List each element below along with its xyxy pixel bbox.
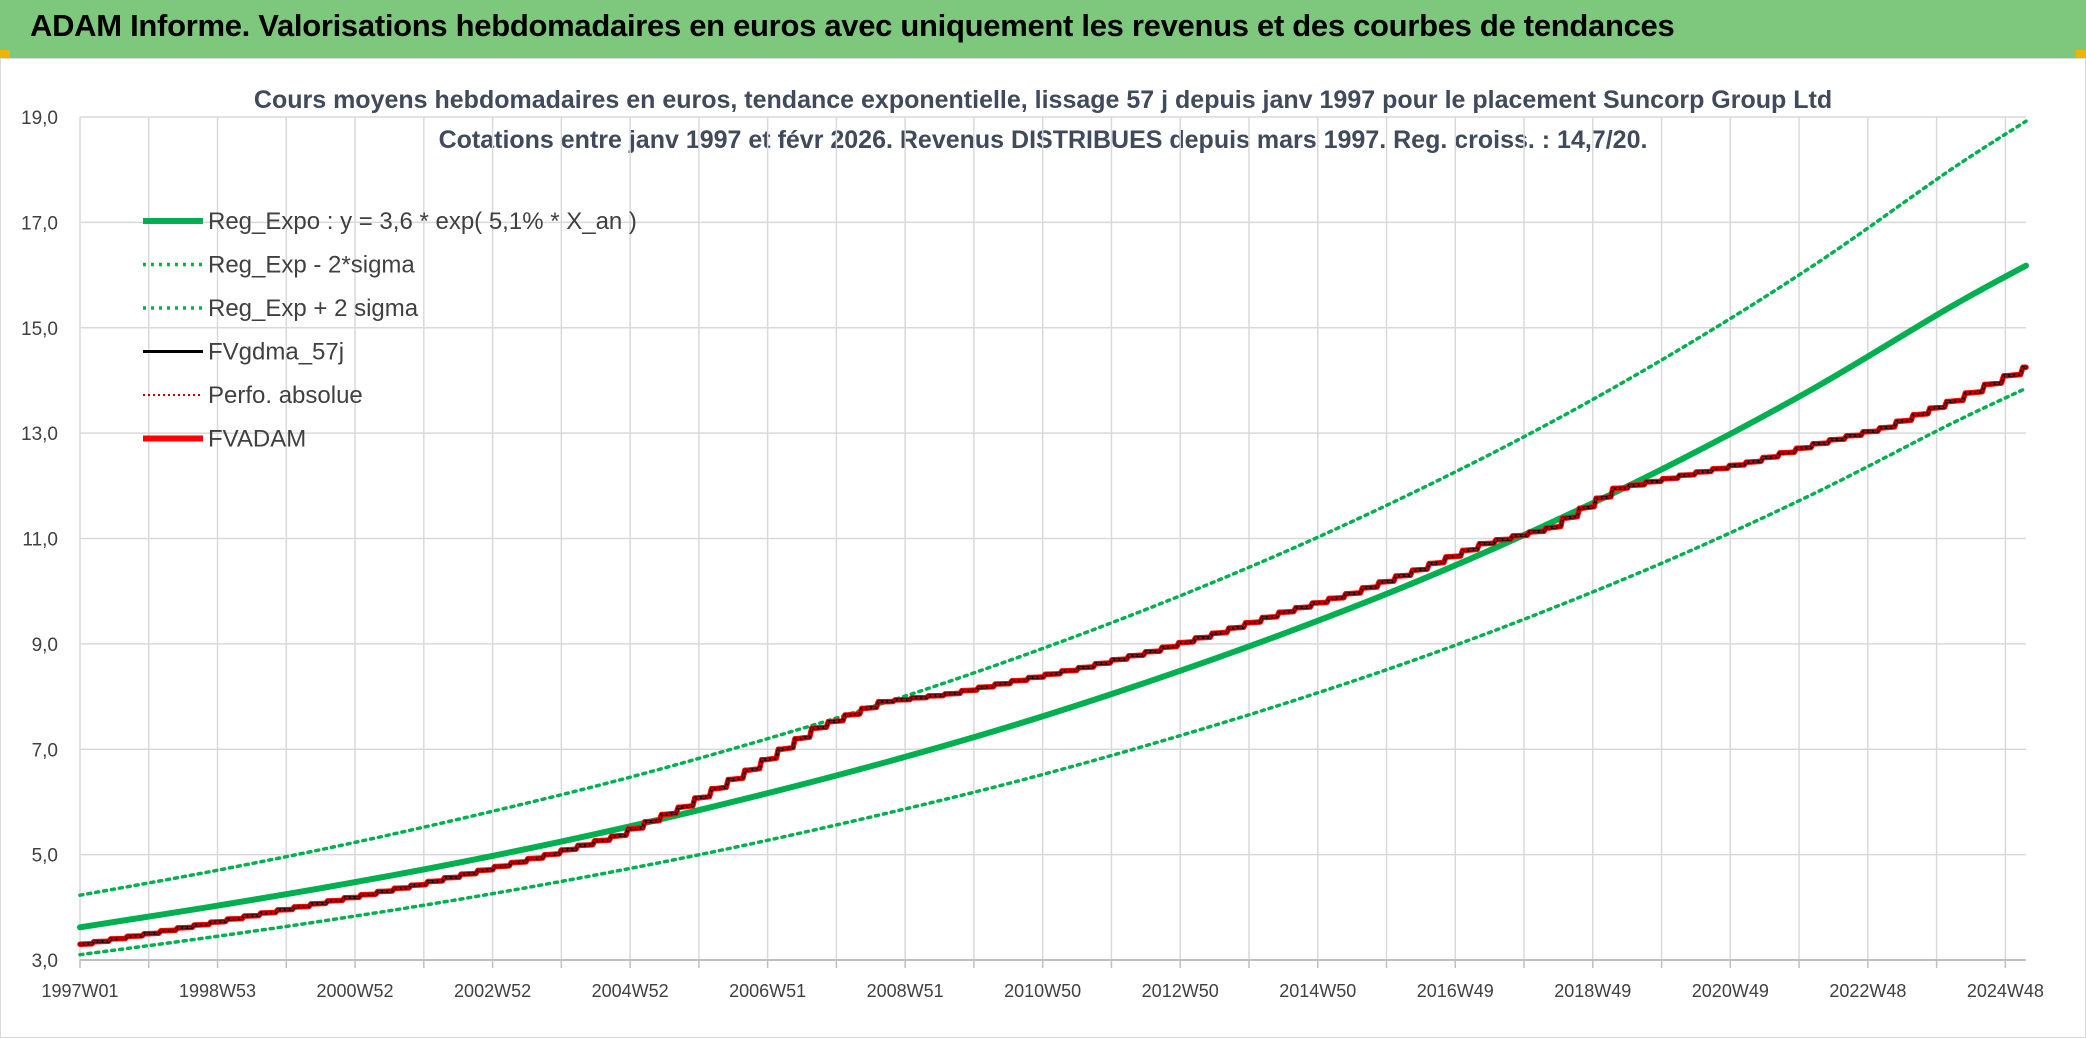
reg-plus-2sigma-line [78,119,2028,897]
y-tick-label: 11,0 [22,530,58,551]
fvgdma-line [78,365,2028,946]
legend-label: Perfo. absolue [208,382,363,409]
x-tick-label: 2016W49 [1417,981,1494,1001]
y-tick-label: 5,0 [32,846,58,867]
x-tick-label: 1997W01 [41,981,118,1001]
chart-title: Cours moyens hebdomadaires en euros, ten… [253,86,1833,114]
x-tick-label: 2022W48 [1829,981,1906,1001]
fvadam-line [77,364,2029,947]
chart-legend: Reg_Expo : y = 3,6 * exp( 5,1% * X_an ) R… [143,208,637,453]
corner-marker-left [0,50,10,58]
x-tick-label: 2004W52 [592,981,669,1001]
x-tick-label: 1998W53 [179,981,256,1001]
corner-marker-right [2076,50,2086,58]
y-tick-label: 7,0 [32,740,58,761]
x-tick-label: 2014W50 [1279,981,1356,1001]
perfo-absolue-line [79,366,2027,946]
x-axis-ticks: 1997W01 1998W53 2000W52 2002W52 2004W52 2006W… [41,981,2043,1001]
y-tick-label: 17,0 [21,213,58,234]
chart-series [77,119,2029,957]
x-tick-label: 2000W52 [317,981,394,1001]
x-tick-label: 2010W50 [1004,981,1081,1001]
y-tick-label: 15,0 [21,319,58,340]
legend-label: Reg_Exp - 2*sigma [208,252,415,279]
legend-label: Reg_Expo : y = 3,6 * exp( 5,1% * X_an ) [208,208,637,235]
x-tick-label: 2008W51 [867,981,944,1001]
y-tick-label: 13,0 [21,424,58,445]
x-tick-label: 2012W50 [1142,981,1219,1001]
chart-grid [79,116,2026,968]
y-axis-ticks: 3,0 5,0 7,0 9,0 11,0 13,0 15,0 17,0 19,0 [21,108,58,972]
report-title: ADAM Informe. Valorisations hebdomadaire… [30,8,1675,43]
reg-minus-2sigma-line [78,386,2028,957]
legend-label: FVgdma_57j [208,339,344,366]
y-tick-label: 3,0 [32,951,58,972]
y-tick-label: 19,0 [21,108,58,129]
y-tick-label: 9,0 [32,635,58,656]
report-banner: ADAM Informe. Valorisations hebdomadaire… [0,0,2086,59]
reg-expo-line [77,262,2029,931]
x-tick-label: 2002W52 [454,981,531,1001]
x-tick-label: 2006W51 [729,981,806,1001]
x-tick-label: 2020W49 [1692,981,1769,1001]
legend-label: FVADAM [208,426,306,453]
x-tick-label: 2024W48 [1967,981,2044,1001]
x-tick-label: 2018W49 [1554,981,1631,1001]
legend-label: Reg_Exp + 2 sigma [208,295,419,322]
